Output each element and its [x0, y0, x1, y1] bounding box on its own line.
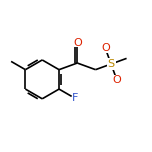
Text: S: S: [107, 59, 115, 69]
Text: O: O: [73, 38, 82, 48]
Text: F: F: [72, 93, 78, 103]
Text: O: O: [113, 75, 122, 85]
Text: O: O: [101, 43, 110, 53]
